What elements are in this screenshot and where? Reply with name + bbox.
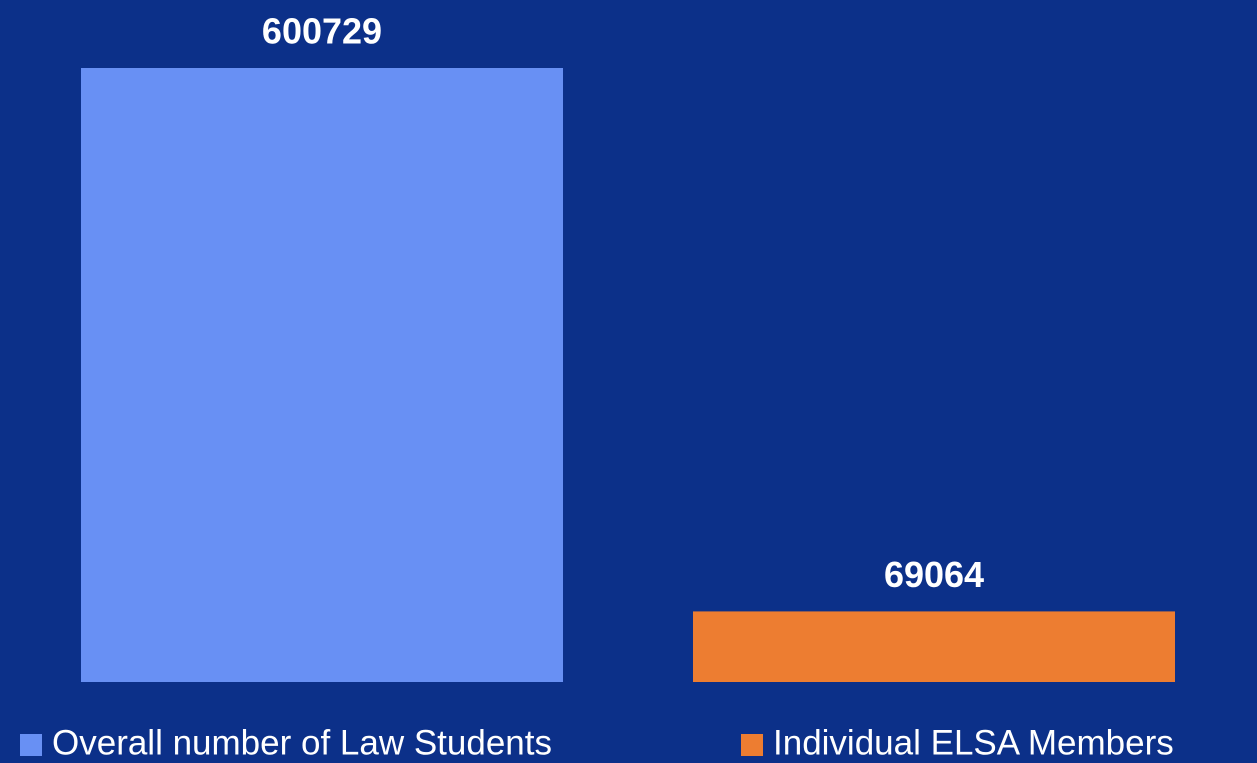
bar xyxy=(80,68,564,682)
legend-swatch xyxy=(20,734,42,756)
legend-swatch xyxy=(741,734,763,756)
legend-label: Individual ELSA Members xyxy=(773,723,1174,762)
legend-label: Overall number of Law Students xyxy=(52,723,552,762)
bar xyxy=(692,611,1176,682)
data-label: 69064 xyxy=(884,554,984,595)
data-label: 600729 xyxy=(262,11,382,52)
